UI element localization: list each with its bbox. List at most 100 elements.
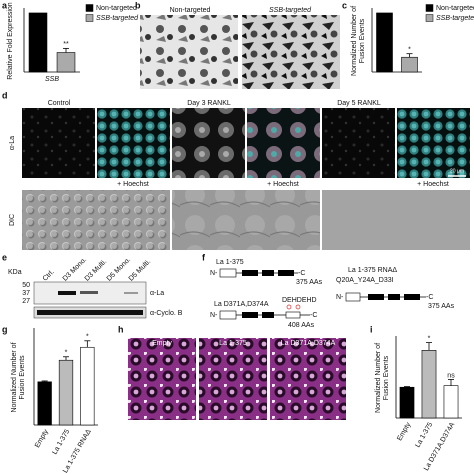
micrograph: [172, 190, 320, 250]
y-axis-label: Fusion Events: [383, 355, 390, 400]
bar: [443, 385, 459, 419]
domain: [285, 311, 301, 319]
panel-letter: d: [2, 90, 8, 100]
terminus: N-: [336, 294, 344, 301]
band: [124, 292, 138, 294]
y-axis-label: Fusion Events: [359, 18, 366, 63]
legend-label: SSB-targeted: [436, 15, 474, 22]
micrograph: [242, 15, 340, 89]
bar: [80, 346, 95, 426]
domain: [242, 312, 258, 318]
band: [58, 291, 76, 295]
significance-label: *: [65, 350, 68, 357]
y-axis-label: Normalized Number of: [11, 342, 18, 412]
bar: [421, 350, 437, 419]
length: 408 AAs: [288, 322, 315, 329]
y-axis-label: Normalized Number of: [351, 6, 358, 76]
bar: [399, 386, 415, 419]
bar: [58, 359, 74, 426]
panel-letter: c: [342, 0, 347, 10]
length: 375 AAs: [296, 279, 323, 286]
column-title: Day 3 RANKL: [187, 100, 231, 107]
bar: [401, 56, 418, 73]
construct-name: La 1-375 RNAΔ: [348, 267, 397, 274]
domain: [368, 294, 384, 300]
bar: [56, 52, 76, 73]
x-tick-label: La 1-375: [414, 421, 434, 449]
terminus: -C: [310, 312, 317, 319]
legend-swatch: [425, 14, 434, 22]
x-tick-label: Empty: [34, 428, 50, 449]
bar: [376, 12, 393, 73]
bar: [28, 12, 48, 73]
panel-letter: f: [202, 252, 206, 262]
x-tick-label: La 1-375: [51, 428, 71, 456]
domain: [388, 294, 400, 300]
x-tick-label: Empty: [396, 421, 412, 442]
mutation: Q20A_Y24A_D33I: [336, 277, 394, 284]
domain: [262, 270, 274, 276]
unit-label: KDa: [8, 269, 22, 276]
antibody-label: α-Cyclo. B: [150, 310, 183, 317]
domain: [345, 292, 361, 302]
terminus: -C: [426, 294, 433, 301]
significance-label: **: [63, 41, 69, 48]
marker-label: 50: [22, 282, 30, 289]
image-title: La D371A,D374A: [281, 340, 336, 347]
panel-letter: g: [2, 324, 8, 334]
image-title: Non-targeted: [170, 7, 211, 14]
image-title: SSB-targeted: [269, 7, 312, 14]
micrograph: [397, 108, 470, 178]
panel-letter: a: [2, 0, 8, 10]
micrograph: [22, 108, 95, 178]
mutation: DEHDEHD: [282, 297, 317, 304]
panel-letter: h: [118, 324, 124, 334]
overlay-label: + Hoechst: [417, 181, 449, 188]
image-title: La 1-375: [219, 340, 247, 347]
micrograph: [270, 338, 346, 420]
domain: [262, 312, 274, 318]
band: [37, 310, 143, 315]
marker-label: 27: [22, 298, 30, 305]
mutation-site: [295, 304, 301, 310]
micrograph: [22, 190, 170, 250]
construct-name: La 1-375: [216, 259, 244, 266]
antibody-label: α-La: [150, 290, 164, 297]
significance-label: *: [86, 334, 89, 341]
column-title: Control: [48, 100, 71, 107]
micrograph: [199, 338, 267, 420]
row-label: DIC: [9, 214, 16, 226]
construct-name: La D371A,D374A: [214, 301, 269, 308]
mutation-site: [286, 304, 292, 310]
bar: [37, 381, 52, 426]
row-label: α-La: [9, 136, 16, 150]
y-axis-label: Fusion Events: [19, 355, 26, 400]
overlay-label: + Hoechst: [267, 181, 299, 188]
legend-swatch: [85, 4, 94, 12]
domain: [404, 294, 420, 300]
micrograph: [128, 338, 196, 420]
legend-label: Non-targeted: [436, 5, 474, 12]
micrograph: [140, 15, 238, 89]
significance-label: *: [428, 335, 431, 342]
terminus: -C: [298, 270, 305, 277]
overlay-label: + Hoechst: [117, 181, 149, 188]
band: [80, 291, 98, 294]
panel-letter: e: [2, 252, 7, 262]
domain: [219, 268, 237, 278]
micrograph: [172, 108, 245, 178]
micrograph: [322, 190, 470, 250]
domain: [242, 270, 258, 276]
micrograph: [97, 108, 170, 178]
legend-swatch: [425, 4, 434, 12]
micrograph: [247, 108, 320, 178]
x-axis-label: SSB: [45, 76, 59, 83]
significance-label: *: [408, 47, 411, 54]
legend-swatch: [85, 14, 94, 22]
lane-label: Ctrl.: [42, 269, 56, 283]
legend-label: Non-targeted: [96, 5, 137, 12]
length: 375 AAs: [428, 303, 455, 310]
significance-label: ns: [447, 372, 455, 379]
y-axis-label: Normalized Number of: [375, 343, 382, 413]
